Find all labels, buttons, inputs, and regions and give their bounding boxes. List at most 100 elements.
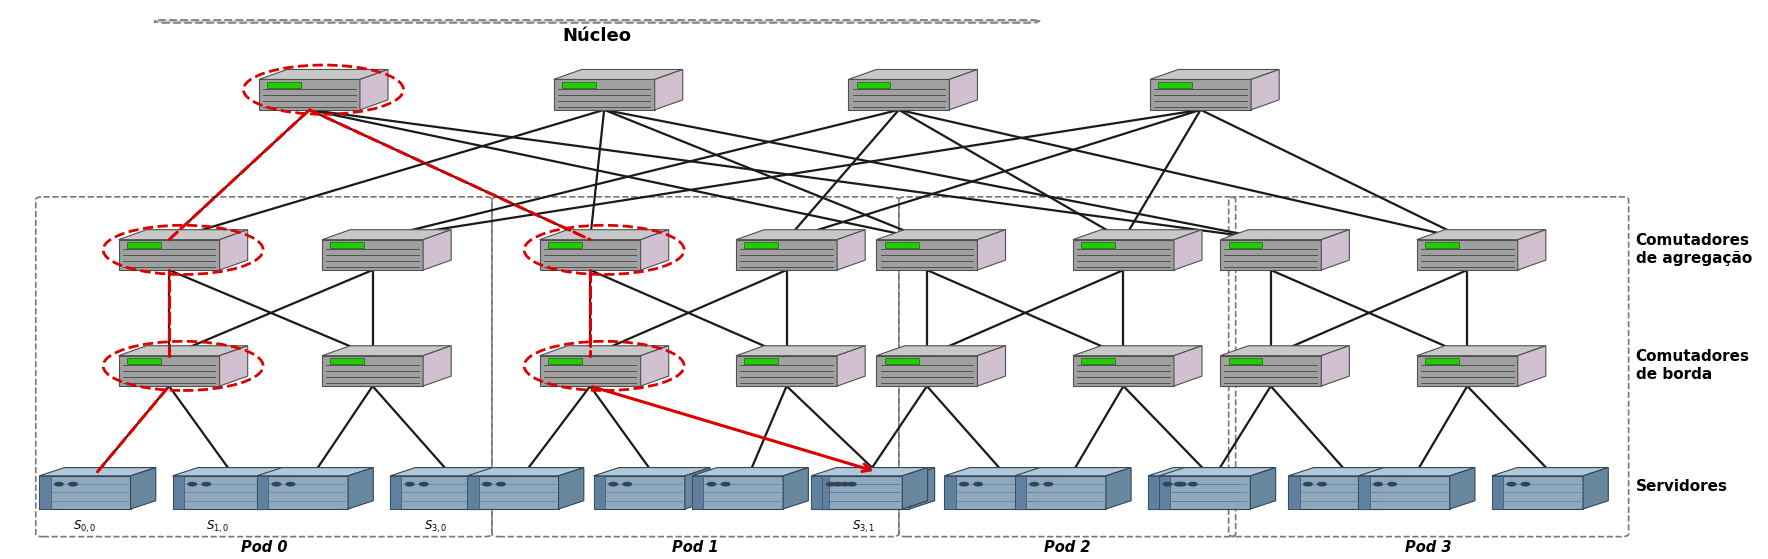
Bar: [256, 476, 269, 509]
Circle shape: [272, 482, 281, 486]
Polygon shape: [1147, 476, 1239, 509]
Polygon shape: [1073, 345, 1202, 356]
Polygon shape: [322, 345, 451, 356]
Bar: [1158, 82, 1192, 88]
Polygon shape: [849, 79, 949, 110]
Bar: [127, 358, 161, 364]
Circle shape: [55, 482, 64, 486]
Polygon shape: [684, 467, 711, 509]
Polygon shape: [654, 69, 682, 110]
Circle shape: [202, 482, 210, 486]
Text: Servidores: Servidores: [1635, 480, 1727, 494]
Bar: [267, 82, 301, 88]
Polygon shape: [1321, 230, 1349, 270]
Polygon shape: [322, 356, 423, 386]
Polygon shape: [735, 345, 865, 356]
Polygon shape: [256, 467, 373, 476]
Polygon shape: [131, 467, 156, 509]
Polygon shape: [1358, 467, 1475, 476]
Circle shape: [483, 482, 492, 486]
Polygon shape: [1015, 476, 1105, 509]
Polygon shape: [467, 467, 583, 476]
Polygon shape: [322, 230, 451, 240]
Polygon shape: [819, 476, 909, 509]
Circle shape: [1174, 482, 1183, 486]
Circle shape: [1303, 482, 1312, 486]
Polygon shape: [1358, 476, 1450, 509]
Circle shape: [1520, 482, 1529, 486]
Polygon shape: [423, 345, 451, 386]
Circle shape: [1374, 482, 1383, 486]
Polygon shape: [735, 356, 836, 386]
Polygon shape: [559, 467, 583, 509]
Polygon shape: [783, 467, 808, 509]
Polygon shape: [1073, 356, 1174, 386]
Text: $S_{0,0}$: $S_{0,0}$: [72, 519, 97, 536]
Text: $S_{3,0}$: $S_{3,0}$: [424, 519, 447, 536]
Circle shape: [847, 482, 856, 486]
Circle shape: [974, 482, 983, 486]
Circle shape: [833, 482, 842, 486]
Polygon shape: [691, 476, 783, 509]
Polygon shape: [877, 230, 1006, 240]
Bar: [884, 243, 919, 248]
Polygon shape: [1220, 345, 1349, 356]
Polygon shape: [944, 467, 1061, 476]
Bar: [819, 476, 829, 509]
Polygon shape: [539, 230, 668, 240]
Polygon shape: [1149, 79, 1252, 110]
FancyBboxPatch shape: [156, 20, 1040, 23]
Polygon shape: [836, 345, 865, 386]
Polygon shape: [391, 476, 481, 509]
Polygon shape: [118, 345, 248, 356]
Polygon shape: [539, 356, 640, 386]
Polygon shape: [877, 240, 978, 270]
Polygon shape: [640, 345, 668, 386]
Circle shape: [608, 482, 617, 486]
Bar: [744, 358, 778, 364]
Bar: [331, 358, 364, 364]
Circle shape: [1163, 482, 1172, 486]
Polygon shape: [909, 467, 935, 509]
Circle shape: [419, 482, 428, 486]
Bar: [173, 476, 184, 509]
Bar: [812, 476, 822, 509]
Bar: [691, 476, 704, 509]
Circle shape: [69, 482, 78, 486]
Polygon shape: [902, 467, 928, 509]
Polygon shape: [481, 467, 507, 509]
Polygon shape: [877, 356, 978, 386]
Polygon shape: [949, 69, 978, 110]
Circle shape: [1031, 482, 1038, 486]
Polygon shape: [1416, 240, 1517, 270]
Circle shape: [1045, 482, 1052, 486]
Bar: [1492, 476, 1503, 509]
Polygon shape: [1416, 345, 1545, 356]
Circle shape: [286, 482, 295, 486]
Polygon shape: [39, 476, 131, 509]
Bar: [1147, 476, 1160, 509]
Polygon shape: [1160, 476, 1250, 509]
Circle shape: [1317, 482, 1326, 486]
Polygon shape: [1321, 345, 1349, 386]
Polygon shape: [1149, 69, 1280, 79]
Polygon shape: [1174, 230, 1202, 270]
Polygon shape: [1492, 467, 1609, 476]
Polygon shape: [691, 467, 808, 476]
Text: Núcleo: Núcleo: [562, 27, 631, 45]
Bar: [1082, 358, 1116, 364]
Circle shape: [497, 482, 506, 486]
Circle shape: [960, 482, 969, 486]
Bar: [1425, 358, 1459, 364]
Bar: [744, 243, 778, 248]
Polygon shape: [1036, 467, 1061, 509]
Circle shape: [187, 482, 196, 486]
Polygon shape: [1517, 230, 1545, 270]
Polygon shape: [258, 69, 387, 79]
Bar: [467, 476, 479, 509]
Polygon shape: [1160, 467, 1276, 476]
Polygon shape: [391, 467, 507, 476]
Polygon shape: [322, 240, 423, 270]
Polygon shape: [849, 69, 978, 79]
Circle shape: [1388, 482, 1397, 486]
